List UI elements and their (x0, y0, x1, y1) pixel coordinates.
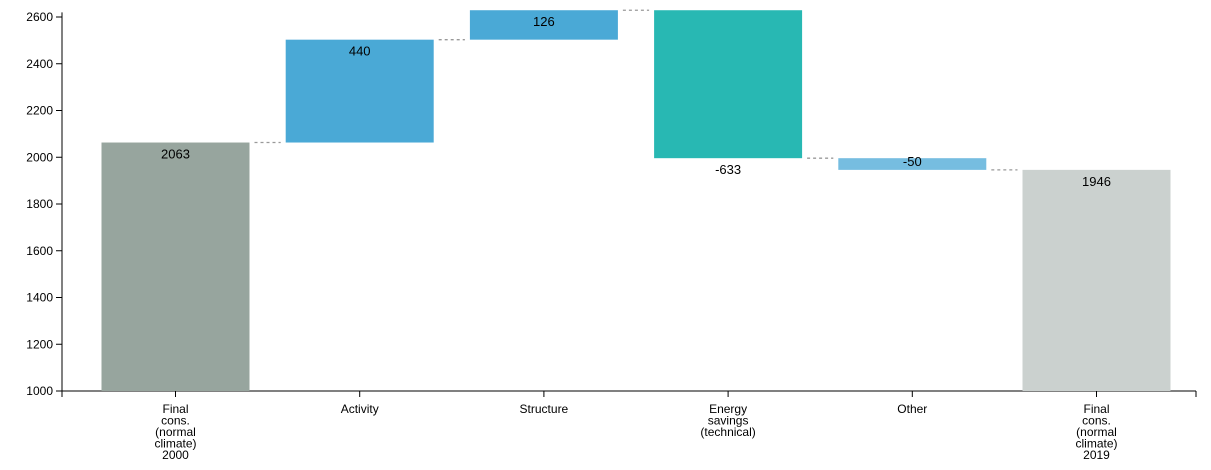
category-label-line: climate) (154, 437, 196, 451)
data-label-1: 440 (349, 44, 371, 59)
y-tick-label: 1200 (26, 337, 53, 351)
bar-4 (838, 158, 987, 170)
category-label-2: Structure (520, 402, 569, 416)
y-tick-label: 2200 (26, 104, 53, 118)
category-label-line: 2000 (162, 448, 189, 462)
bar-0 (101, 142, 250, 391)
category-label-line: Final (162, 402, 188, 416)
category-label-line: (normal (155, 425, 196, 439)
category-label-3: Energy savings (technical) (700, 402, 755, 439)
data-label-4: -50 (903, 154, 922, 169)
category-label-5: Final cons. (normal climate) 2019 (1075, 402, 1117, 462)
bar-2 (469, 10, 618, 40)
y-tick-label: 1800 (26, 197, 53, 211)
y-tick-label: 2400 (26, 57, 53, 71)
y-tick-label: 1000 (26, 384, 53, 398)
bar-5 (1022, 169, 1171, 391)
connectors (254, 9, 1018, 171)
category-label-line: climate) (1075, 437, 1117, 451)
y-tick-label: 1400 (26, 291, 53, 305)
data-label-5: 1946 (1082, 174, 1111, 189)
data-label-2: 126 (533, 14, 555, 29)
bar-3 (654, 10, 803, 159)
bars (101, 10, 1171, 391)
data-labels: 2063 440 126 -633 -50 1946 (161, 14, 1111, 189)
category-label-line: Other (897, 402, 927, 416)
category-label-line: (normal (1076, 425, 1117, 439)
x-axis (61, 390, 1197, 397)
category-label-line: savings (708, 414, 749, 428)
category-label-line: Activity (341, 402, 379, 416)
category-label-line: Structure (520, 402, 569, 416)
category-label-line: Final (1083, 402, 1109, 416)
data-label-3: -633 (715, 162, 741, 177)
y-tick-label: 2600 (26, 10, 53, 24)
y-tick-label: 1600 (26, 244, 53, 258)
category-label-0: Final cons. (normal climate) 2000 (154, 402, 196, 462)
category-label-line: cons. (161, 414, 190, 428)
category-label-line: 2019 (1083, 448, 1110, 462)
category-label-line: (technical) (700, 425, 755, 439)
data-label-0: 2063 (161, 147, 190, 162)
bar-1 (285, 39, 434, 143)
y-axis: 1000 1200 1400 1600 1800 2000 2200 2400 2600 (26, 10, 63, 398)
y-tick-label: 2000 (26, 150, 53, 164)
category-label-4: Other (897, 402, 927, 416)
category-label-line: Energy (709, 402, 747, 416)
category-label-line: cons. (1082, 414, 1111, 428)
category-label-1: Activity (341, 402, 379, 416)
